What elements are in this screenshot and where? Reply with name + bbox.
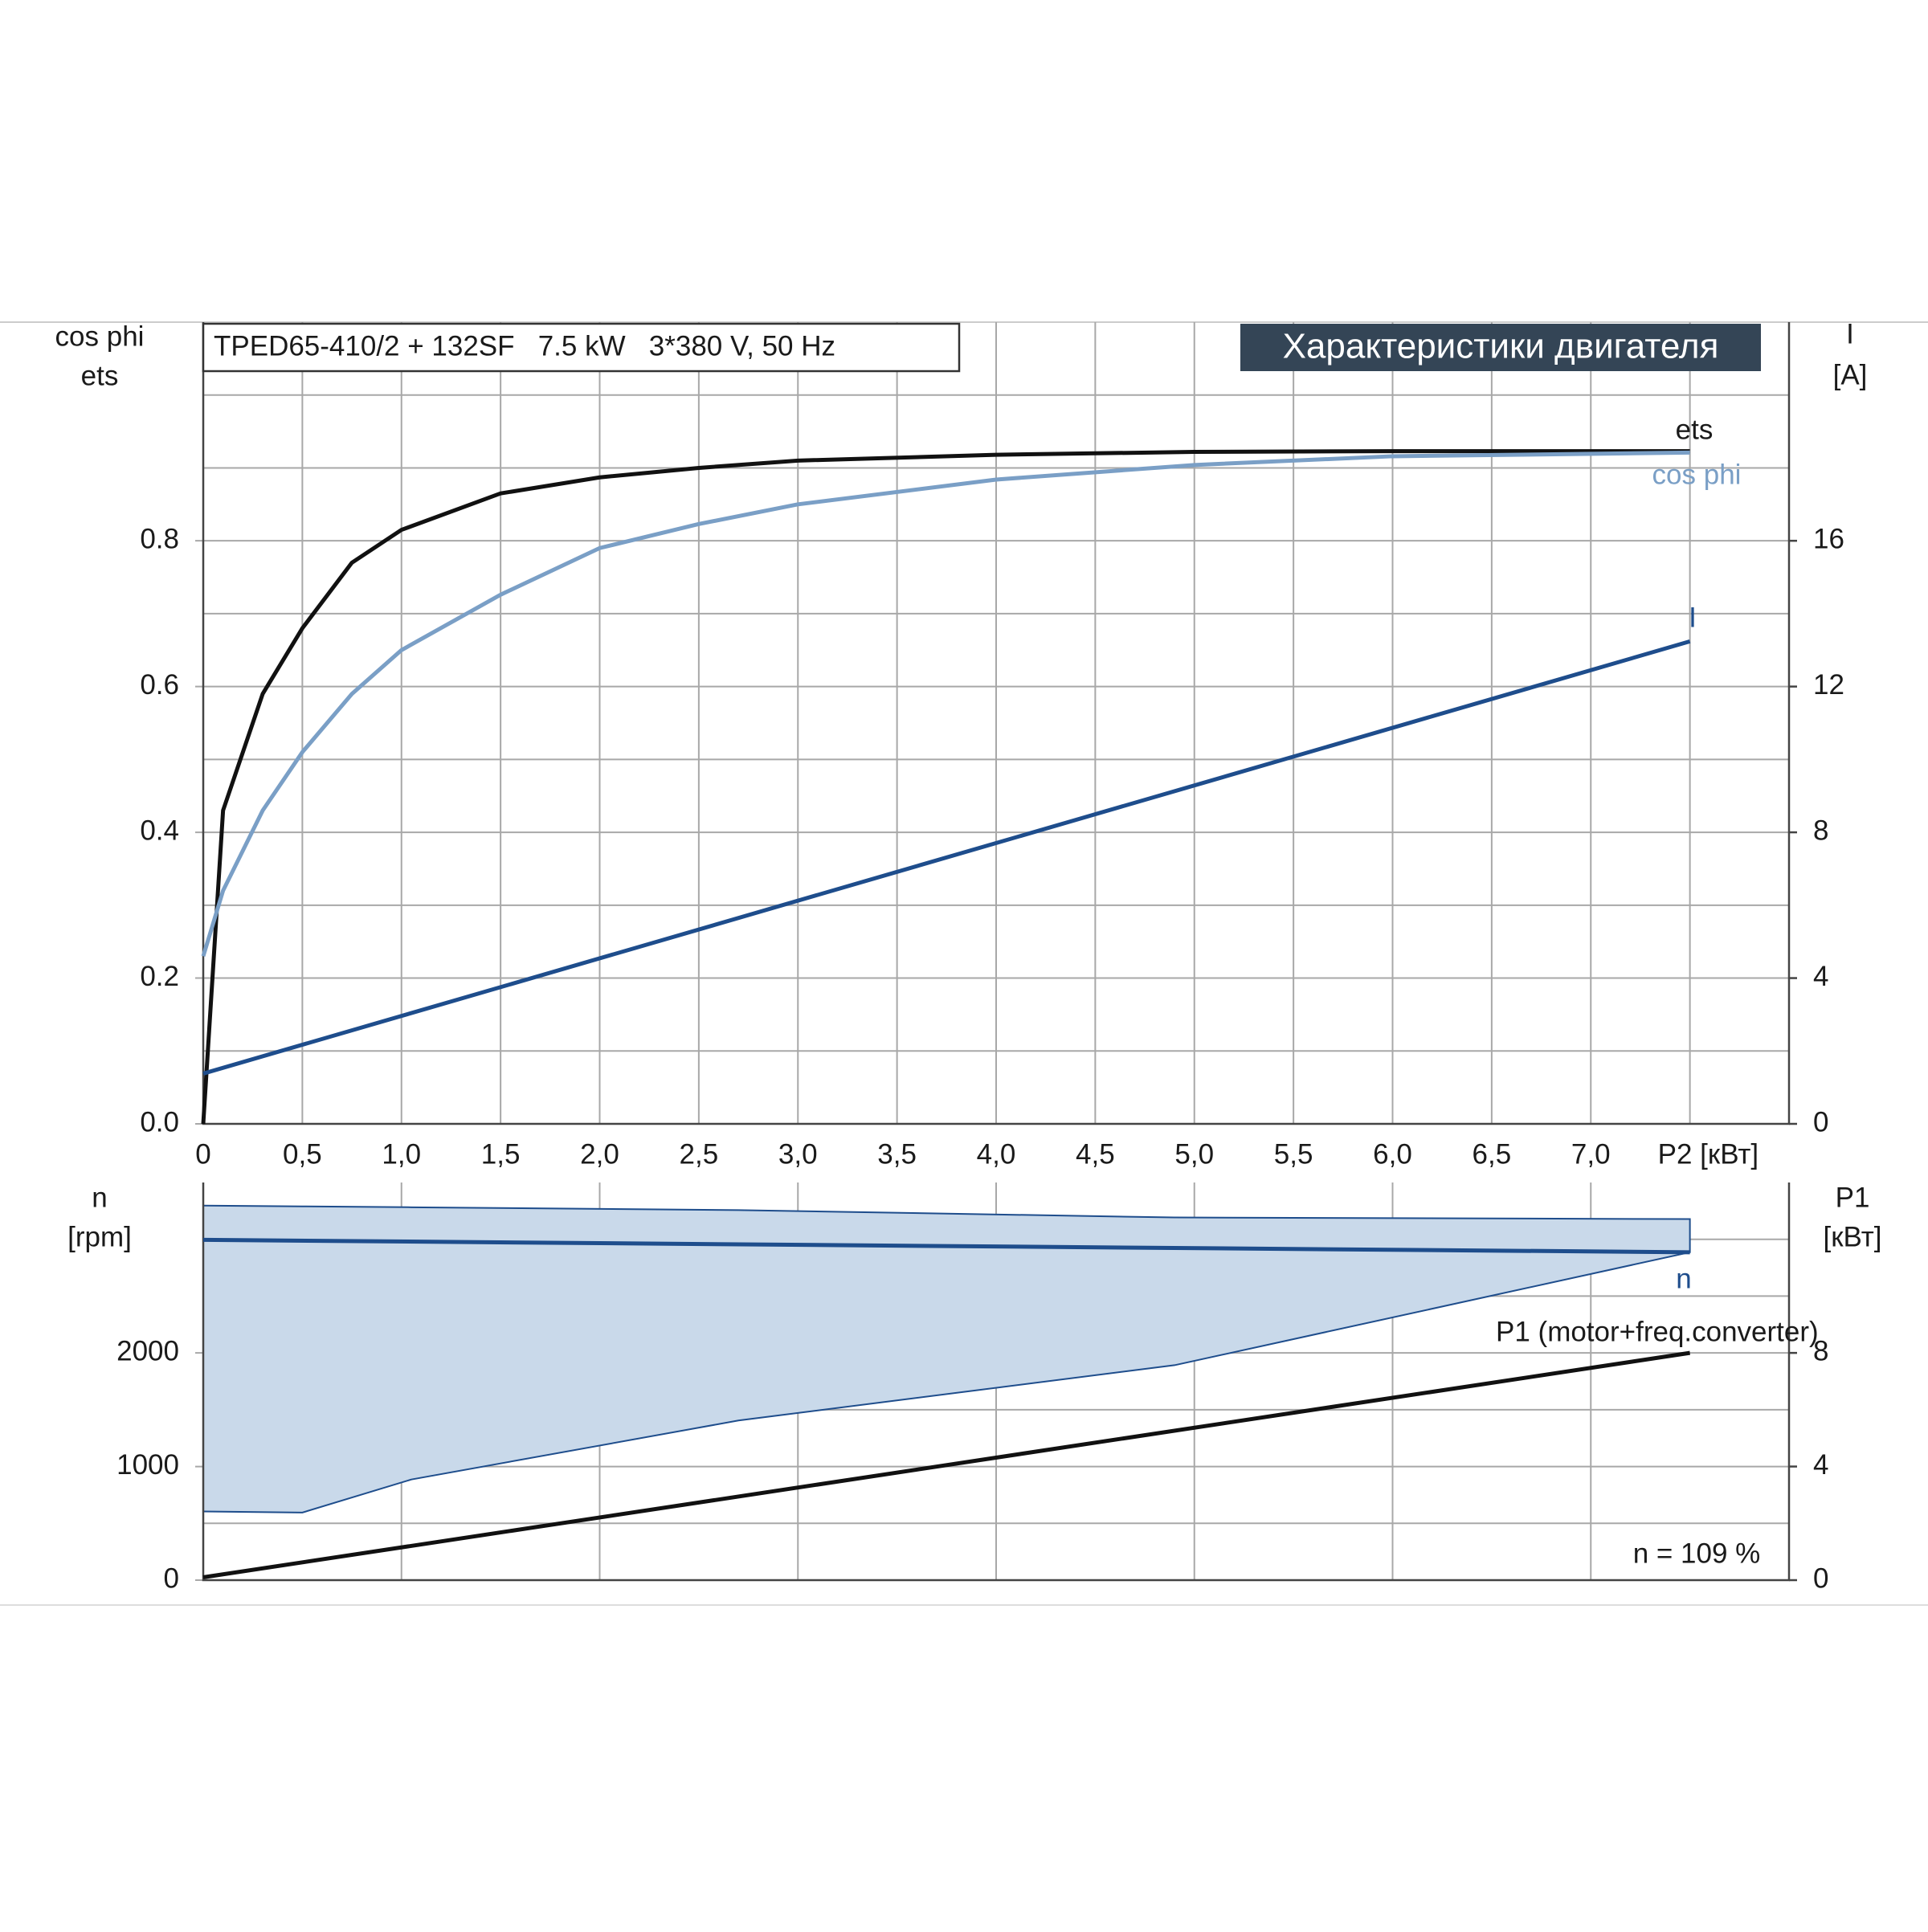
- y2-tick-label: 0: [1813, 1562, 1828, 1594]
- x-tick-label: 0: [195, 1138, 210, 1170]
- series-line: [202, 1237, 1690, 1255]
- x-tick-label: 3,5: [877, 1138, 917, 1170]
- y-tick-label: 0: [164, 1562, 179, 1594]
- y-tick-label: 0.8: [140, 523, 179, 554]
- series-line: [202, 639, 1691, 1076]
- series-label: I: [1689, 602, 1697, 633]
- y2-tick-label: 8: [1813, 815, 1828, 846]
- x-tick-label: 6,5: [1473, 1138, 1512, 1170]
- chart-subtitle: Характеристики двигателя: [1283, 327, 1719, 366]
- y2-label: I: [1846, 318, 1854, 349]
- x-tick-label: 6,0: [1373, 1138, 1412, 1170]
- y-tick-label: 0.0: [140, 1106, 179, 1138]
- y-label: n: [92, 1182, 107, 1213]
- x-tick-label: 4,5: [1076, 1138, 1115, 1170]
- x-tick-label: 3,0: [778, 1138, 818, 1170]
- y2-tick-label: 12: [1813, 669, 1844, 701]
- y-tick-label: 0.6: [140, 669, 179, 701]
- x-tick-label: 1,0: [382, 1138, 421, 1170]
- x-tick-label: 4,0: [977, 1138, 1016, 1170]
- y-tick-label: 0.2: [140, 961, 179, 992]
- y2-tick-label: 4: [1813, 1449, 1828, 1481]
- series-label: cos phi: [1652, 459, 1742, 490]
- x-tick-label: 0,5: [283, 1138, 322, 1170]
- y-label: cos phi: [55, 321, 145, 352]
- y-tick-label: 0.4: [140, 815, 179, 846]
- series-label: P1 (motor+freq.converter): [1496, 1316, 1819, 1347]
- x-tick-label: 1,5: [481, 1138, 521, 1170]
- y2-label: P1: [1836, 1182, 1870, 1213]
- y2-tick-label: 8: [1813, 1335, 1828, 1366]
- x-tick-label: 5,5: [1274, 1138, 1313, 1170]
- plot-layer: 0.0 0.2 0.4 0.6 0.8 0 4 8 12 16 0 0,5 1,0 1,5 2,0 2,5 3,…: [116, 322, 1844, 1594]
- chart-title: TPED65-410/2 + 132SF 7.5 kW 3*380 V, 50 …: [214, 330, 835, 361]
- series-line: [201, 449, 1690, 1125]
- plot-frame: [202, 1182, 1791, 1582]
- y2-label: [кВт]: [1824, 1221, 1882, 1252]
- series-line: [201, 450, 1690, 958]
- y2-tick-label: 0: [1813, 1106, 1828, 1138]
- x-tick-label: 2,0: [580, 1138, 619, 1170]
- y2-label: [A]: [1833, 359, 1868, 390]
- series-label: ets: [1676, 414, 1714, 445]
- x-tick-label: 7,0: [1571, 1138, 1611, 1170]
- y-label: [rpm]: [67, 1221, 132, 1252]
- series-line: [202, 1350, 1691, 1579]
- y2-tick-label: 16: [1813, 523, 1844, 554]
- y-tick-label: 1000: [116, 1449, 179, 1481]
- annotation: n = 109 %: [1633, 1538, 1761, 1569]
- x-tick-label: 5,0: [1174, 1138, 1214, 1170]
- series-label: n: [1676, 1263, 1691, 1294]
- y2-tick-label: 4: [1813, 961, 1828, 992]
- plot-frame: [202, 322, 1791, 1125]
- x-tick-label: 2,5: [680, 1138, 719, 1170]
- subtitle-badge: [1240, 324, 1761, 371]
- x-tick-label: P2 [кВт]: [1658, 1138, 1759, 1170]
- y-tick-label: 2000: [116, 1335, 179, 1366]
- title-box: [202, 322, 961, 373]
- y-label: ets: [81, 360, 119, 391]
